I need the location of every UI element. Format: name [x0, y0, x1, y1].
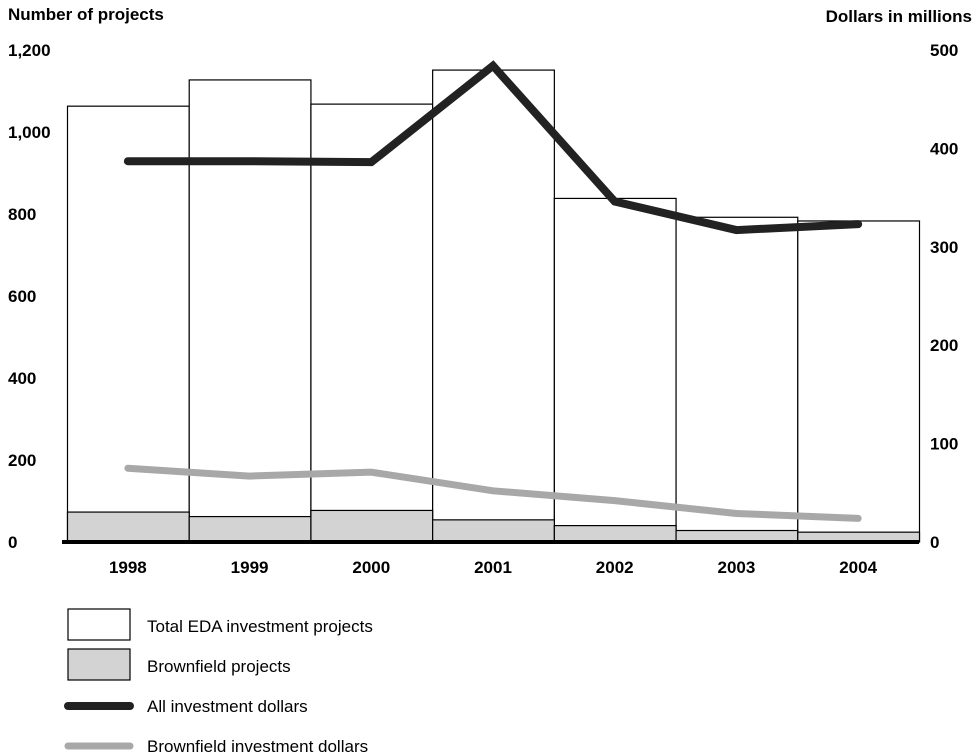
total-projects-bar: [553, 197, 677, 543]
total-projects-bar: [797, 220, 921, 543]
right-tick-label: 400: [930, 139, 958, 158]
bars-layer: [66, 69, 921, 543]
legend: Total EDA investment projects Brownfield …: [64, 608, 373, 756]
right-tick-label: 0: [930, 533, 939, 552]
legend-swatch: [67, 608, 131, 641]
x-tick-label: 2001: [474, 558, 512, 577]
right-tick-label: 100: [930, 435, 958, 454]
legend-label: Total EDA investment projects: [147, 617, 373, 636]
left-tick-label: 1,200: [8, 41, 51, 60]
right-tick-label: 500: [930, 41, 958, 60]
left-tick-label: 200: [8, 451, 36, 470]
right-tick-label: 300: [930, 238, 958, 257]
left-tick-label: 0: [8, 533, 17, 552]
brownfield-projects-bar: [432, 519, 555, 543]
brownfield-investment-dollars-line: [124, 464, 862, 522]
total-projects-bar: [188, 79, 312, 543]
axes-layer: 0 200 400 600 800 1,000 1,200 0 100 200 300 400 500 1…: [8, 41, 958, 577]
legend-swatch: [67, 648, 131, 681]
legend-label: All investment dollars: [147, 697, 308, 716]
right-tick-label: 200: [930, 336, 958, 355]
total-projects-bar: [432, 69, 555, 543]
brownfield-projects-bar: [553, 524, 677, 543]
x-tick-label: 2000: [352, 558, 390, 577]
brownfield-projects-bar: [188, 515, 312, 543]
total-projects-bar: [310, 103, 434, 543]
brownfield-projects-bar: [310, 509, 434, 543]
x-tick-label: 2002: [596, 558, 634, 577]
left-tick-label: 1,000: [8, 123, 51, 142]
left-tick-label: 600: [8, 287, 36, 306]
left-tick-label: 400: [8, 369, 36, 388]
x-tick-label: 2003: [718, 558, 756, 577]
lines-layer: [123, 60, 863, 522]
x-tick-label: 1998: [109, 558, 147, 577]
right-axis-title: Dollars in millions: [826, 7, 972, 26]
x-tick-label: 1999: [231, 558, 269, 577]
total-projects-bar: [66, 105, 190, 543]
brownfield-projects-bar: [66, 511, 190, 543]
x-tick-label: 2004: [839, 558, 877, 577]
left-tick-label: 800: [8, 205, 36, 224]
left-axis-title: Number of projects: [8, 5, 164, 24]
legend-label: Brownfield projects: [147, 657, 291, 676]
legend-label: Brownfield investment dollars: [147, 737, 368, 756]
total-projects-bar: [675, 216, 799, 543]
all-investment-dollars-line: [123, 60, 863, 235]
